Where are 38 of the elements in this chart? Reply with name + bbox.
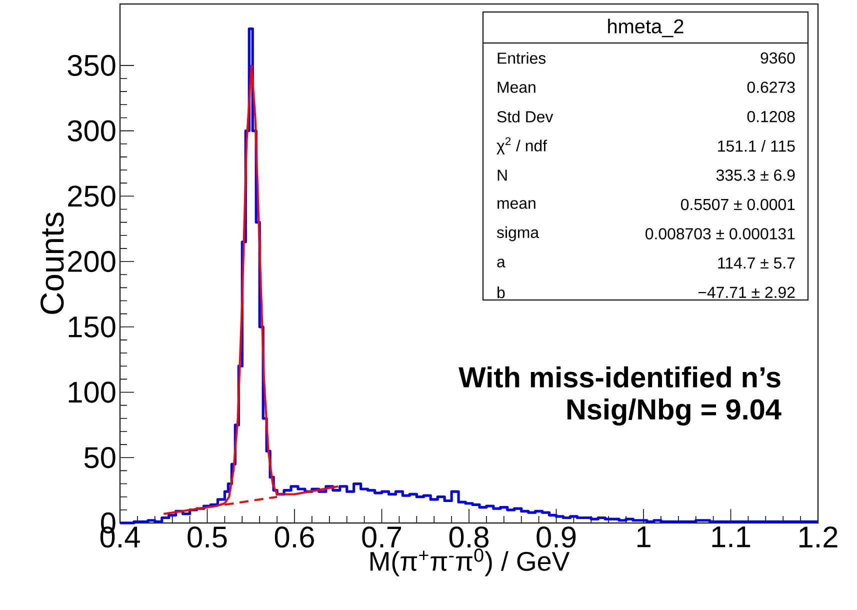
annotation: 0.6273 xyxy=(747,82,795,93)
annotation: N xyxy=(498,170,507,181)
annotation: −47.71 ± 2.92 xyxy=(698,286,795,298)
x-tick-label: 0.8 xyxy=(449,526,488,548)
annotation: 0.1208 xyxy=(747,110,795,122)
annotation: hmeta_2 xyxy=(608,18,684,38)
annotation: 9360 xyxy=(760,52,795,64)
y-tick-label: 350 xyxy=(68,54,116,76)
annotation: 335.3 ± 6.9 xyxy=(716,170,795,181)
annotation: 0.008703 ± 0.000131 xyxy=(646,228,795,240)
y-tick-label: 250 xyxy=(68,186,116,207)
annotation: b xyxy=(498,286,505,298)
annotation: 0.5507 ± 0.0001 xyxy=(680,198,795,210)
x-tick-label: 0.9 xyxy=(536,526,576,548)
annotation: With miss-identified n’s xyxy=(458,366,780,388)
annotation: 151.1 / 115 xyxy=(718,140,795,152)
x-tick-label: 0.6 xyxy=(274,526,314,548)
x-tick-label: 0.5 xyxy=(188,526,227,548)
annotation: 114.7 ± 5.7 xyxy=(718,258,795,269)
annotation: a xyxy=(497,258,506,268)
x-tick-label: 1.2 xyxy=(800,526,838,548)
annotation: Std Dev xyxy=(497,110,554,122)
annotation: χ$^{2}$ / ndf xyxy=(496,137,548,155)
y-tick-label: 200 xyxy=(68,250,116,272)
x-axis-title: M(π$^{+}$π$^{-}$π$^{0}$) / GeV xyxy=(370,548,570,576)
annotation: Mean xyxy=(498,82,536,93)
y-tick-label: 150 xyxy=(68,316,116,338)
x-tick-label: 1 xyxy=(637,526,650,548)
y-tick-label: 100 xyxy=(68,382,116,403)
y-axis-title: Counts xyxy=(40,212,64,314)
y-tick-label: 300 xyxy=(68,120,116,142)
annotation: Entries xyxy=(498,52,546,64)
annotation: mean xyxy=(498,200,536,209)
annotation: Nsig/Nbg = 9.04 xyxy=(567,398,782,426)
y-tick-label: 50 xyxy=(84,447,116,468)
x-tick-label: 0.7 xyxy=(362,526,402,548)
annotation: sigma xyxy=(496,226,540,242)
x-tick-label: 1.1 xyxy=(712,526,750,548)
